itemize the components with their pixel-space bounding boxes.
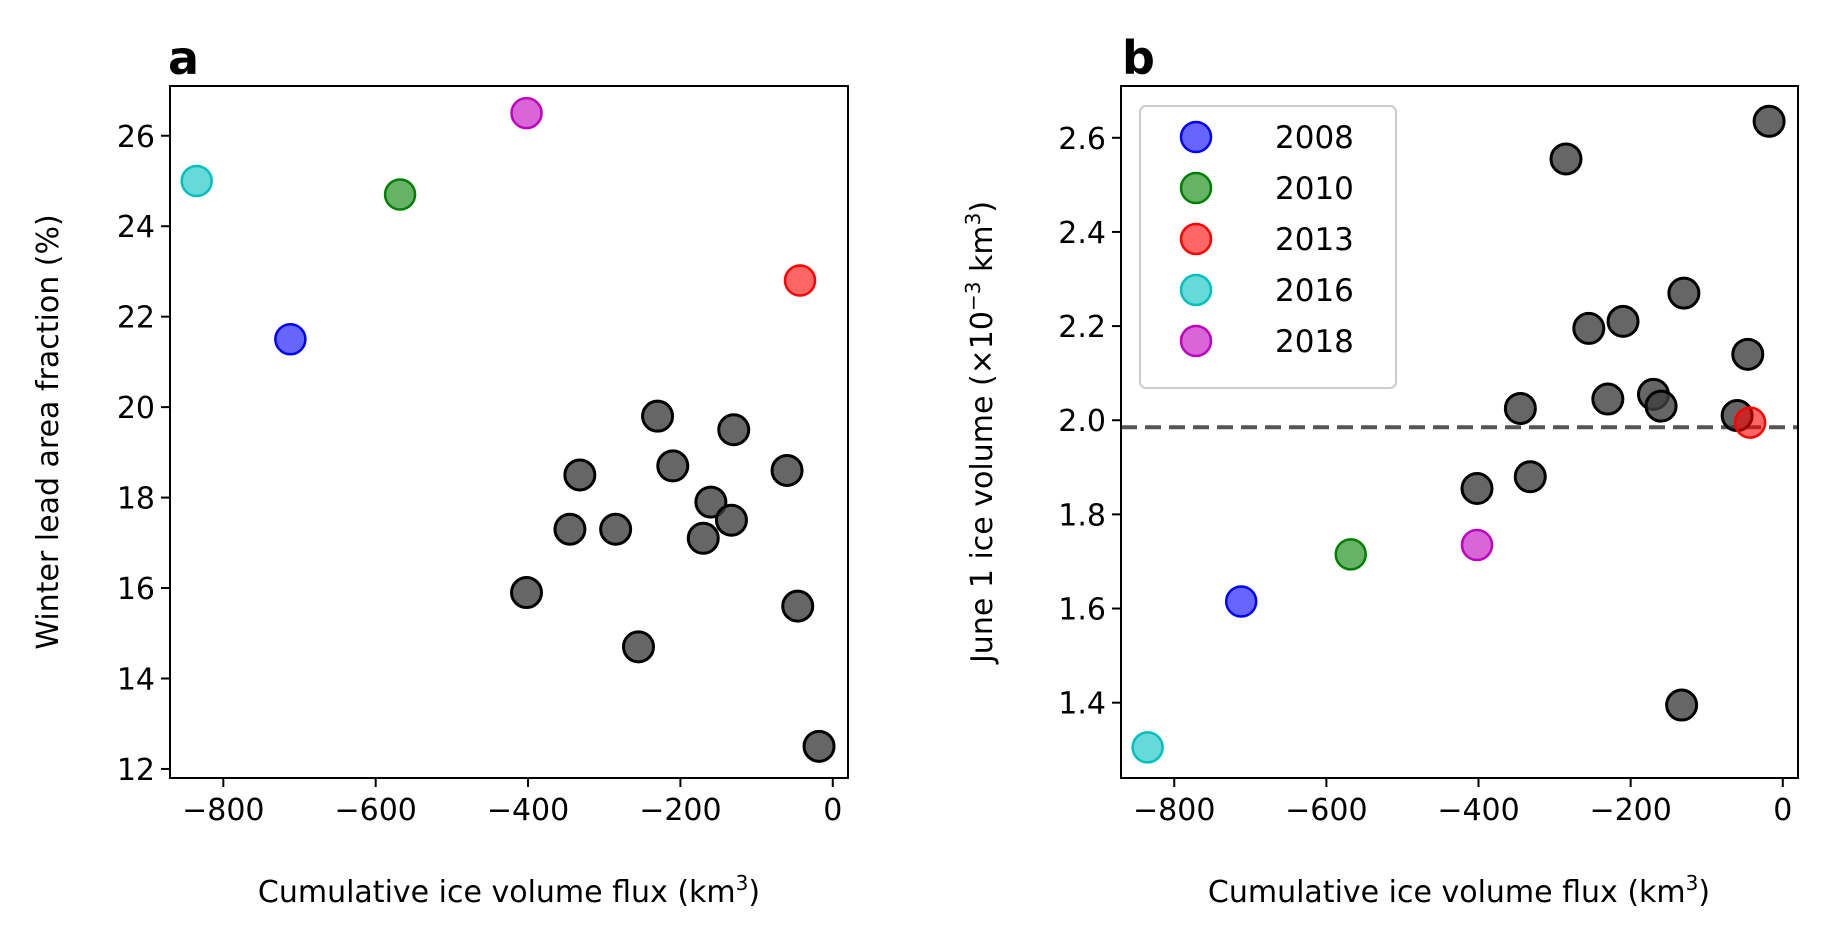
legend-label-2010: 2010 [1275,171,1354,207]
b-y-tick-label: 2.2 [1058,310,1106,345]
data-point [770,453,804,487]
data-point [656,449,690,483]
b-x-tick-label: −400 [1437,793,1519,828]
legend-marker-2008 [1179,120,1213,154]
legend-label-2013: 2013 [1275,222,1354,258]
data-point [1752,104,1786,138]
panel-b-points [1131,104,1786,764]
data-point [1731,337,1765,371]
data-point [1667,276,1701,310]
data-point-2008 [274,323,307,356]
panel-b-plot-frame [1120,85,1799,779]
a-y-tick-label: 20 [117,391,155,426]
legend-label-2008: 2008 [1275,120,1354,156]
a-y-tick-label: 22 [117,301,155,336]
panel-b-x-axis-label: Cumulative ice volume flux (km3) [1208,871,1710,910]
data-point [717,413,751,447]
panel-a-y-ticks: 12 14 16 18 20 22 24 26 [117,120,170,788]
a-x-tick-label: 0 [823,793,842,828]
data-point [510,576,544,610]
data-point-2008 [1224,585,1258,618]
data-point-2016 [180,164,213,198]
panel-a-points [180,96,836,763]
data-point [1549,142,1583,176]
data-point-2016 [1131,731,1164,764]
b-y-tick-label: 2.6 [1058,122,1106,157]
legend-marker-2016 [1179,273,1213,307]
panel-a-plot-frame [169,85,849,779]
data-point-2013 [1733,406,1767,439]
b-x-tick-label: −200 [1589,793,1671,828]
data-point [1572,311,1606,345]
data-point [694,485,728,519]
panel-b-x-ticks: −800 −600 −400 −200 0 [1133,778,1792,828]
panel-label-a: a [168,31,199,85]
panel-b: b −800 −600 −400 −200 0 1.4 1.6 1.8 2.0 2.2 2.4 2.… [961,31,1799,910]
b-y-tick-label: 1.6 [1058,593,1106,628]
a-y-tick-label: 24 [117,210,155,245]
panel-a-y-axis-label: Winter lead area fraction (%) [31,214,66,649]
data-point [1665,688,1699,722]
b-y-tick-label: 2.4 [1058,216,1106,251]
panel-a: a −800 −600 −400 −200 0 12 14 16 18 20 22 24 26 Cum… [31,31,849,910]
data-point [622,630,656,664]
legend-marker-2013 [1179,222,1213,256]
b-x-tick-label: −600 [1285,793,1367,828]
b-y-tick-label: 1.8 [1058,498,1106,533]
data-point [1460,471,1494,505]
panel-a-x-ticks: −800 −600 −400 −200 0 [182,778,842,828]
b-x-tick-label: 0 [1773,793,1792,828]
data-point [553,512,587,546]
data-point [802,729,836,763]
data-point [1503,391,1537,425]
data-point [599,512,633,546]
data-point [641,399,675,433]
data-point [1644,389,1678,423]
panel-b-legend: 2008 2010 2013 2016 2018 [1139,105,1397,389]
data-point [1606,304,1640,338]
a-y-tick-label: 12 [117,753,155,788]
panel-label-b: b [1122,31,1155,85]
legend-entries: 2008 2010 2013 2016 2018 [1179,120,1354,360]
a-x-tick-label: −800 [182,793,264,828]
panel-b-y-axis-label: June 1 ice volume (×10−3 km3) [961,201,1000,665]
a-y-tick-label: 18 [117,482,155,517]
data-point-2018 [510,96,543,130]
a-y-tick-label: 14 [117,662,155,697]
b-y-tick-label: 1.4 [1058,687,1106,722]
data-point-2010 [1334,538,1367,571]
b-y-tick-label: 2.0 [1058,404,1106,439]
legend-marker-2018 [1179,324,1213,358]
legend-marker-2010 [1179,171,1213,205]
a-x-tick-label: −400 [487,793,569,828]
a-y-tick-label: 16 [117,572,155,607]
data-point [714,503,748,537]
data-point [1591,382,1625,416]
data-point [1513,460,1547,494]
b-x-tick-label: −800 [1133,793,1215,828]
data-point-2010 [383,178,417,211]
data-point-2013 [783,264,817,297]
data-point-2018 [1460,528,1494,562]
legend-label-2016: 2016 [1275,273,1354,309]
data-point [563,458,597,492]
data-point [686,521,720,555]
a-y-tick-label: 26 [117,120,155,155]
a-x-tick-label: −200 [639,793,721,828]
a-x-tick-label: −600 [334,793,416,828]
panel-a-x-axis-label: Cumulative ice volume flux (km3) [258,871,760,910]
panel-b-y-ticks: 1.4 1.6 1.8 2.0 2.2 2.4 2.6 [1058,122,1121,722]
data-point [781,589,815,623]
legend-label-2018: 2018 [1275,324,1354,360]
legend-box [1139,105,1397,389]
